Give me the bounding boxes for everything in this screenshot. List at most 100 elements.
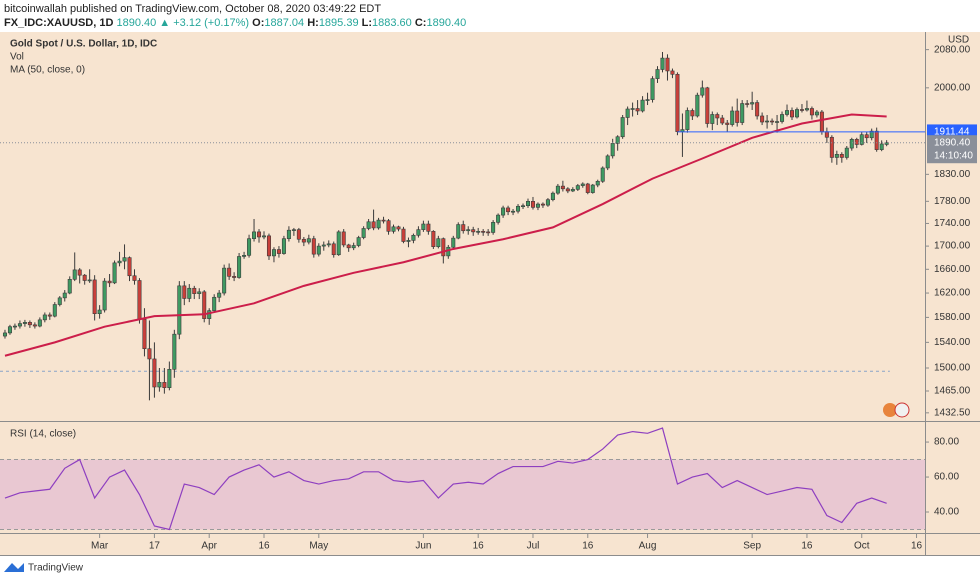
price: 1890.40	[116, 17, 157, 29]
candle-body	[122, 257, 127, 262]
candle-body	[316, 245, 321, 255]
y-tick-label: 1830.00	[934, 169, 971, 180]
candle-body	[680, 129, 685, 132]
candle-body	[590, 184, 595, 193]
candle-body	[775, 121, 780, 123]
candle-body	[32, 324, 37, 327]
x-tick-label: 16	[582, 541, 594, 552]
candle-body	[426, 223, 431, 232]
x-tick-label: 16	[258, 541, 270, 552]
y-tick-label: 2080.00	[934, 44, 971, 55]
candle-body	[765, 120, 770, 123]
candle-body	[271, 249, 276, 257]
candle-body	[232, 276, 237, 278]
candle-body	[376, 219, 381, 229]
candle-body	[296, 229, 301, 240]
candle-body	[750, 102, 755, 105]
quote-value: 1887.04	[264, 17, 305, 29]
candle-body	[386, 220, 391, 232]
candle-body	[2, 332, 7, 337]
chart-title: Gold Spot / U.S. Dollar, 1D, IDC	[10, 39, 157, 50]
candle-body	[610, 143, 615, 157]
y-tick-label: 1660.00	[934, 264, 971, 275]
candle-body	[884, 142, 889, 145]
candle-body	[242, 255, 247, 257]
candle-body	[535, 203, 540, 208]
candle-body	[700, 87, 705, 96]
x-tick-label: Apr	[201, 541, 217, 552]
candle-body	[471, 229, 476, 233]
candle-body	[431, 231, 436, 247]
change: ▲ +3.12 (+0.17%)	[159, 17, 250, 29]
candle-body	[336, 231, 341, 256]
candle-body	[481, 231, 486, 233]
candle-body	[735, 110, 740, 123]
candle-body	[874, 130, 879, 150]
quote-value: 1890.40	[426, 17, 467, 29]
candle-body	[341, 231, 346, 246]
candle-body	[710, 114, 715, 124]
candle-body	[396, 226, 401, 230]
y-tick-label: 1540.00	[934, 337, 971, 348]
candle-body	[740, 103, 745, 123]
y-tick-label: 1500.00	[934, 363, 971, 374]
candle-body	[799, 109, 804, 111]
candle-body	[526, 201, 531, 207]
candle-body	[152, 358, 157, 388]
y-tick-label: 1700.00	[934, 241, 971, 252]
candle-body	[92, 279, 97, 315]
candle-body	[142, 318, 147, 350]
candle-body	[780, 114, 785, 122]
candle-body	[511, 210, 516, 213]
candle-body	[630, 108, 635, 110]
candle-body	[824, 131, 829, 138]
candle-body	[585, 183, 590, 193]
candle-body	[675, 73, 680, 132]
candle-body	[790, 110, 795, 118]
candle-body	[690, 110, 695, 117]
candle-body	[107, 280, 112, 284]
candle-body	[406, 240, 411, 242]
candle-body	[665, 57, 670, 72]
candle-body	[197, 291, 202, 294]
y-tick-label: 2000.00	[934, 82, 971, 93]
candle-body	[421, 223, 426, 230]
candle-body	[326, 243, 331, 246]
series-line	[4, 113, 887, 357]
icon-dot	[883, 403, 897, 417]
candle-body	[237, 256, 242, 278]
candle-body	[770, 120, 775, 123]
symbol: FX_IDC:XAUUSD, 1D	[4, 17, 114, 29]
candle-body	[187, 287, 192, 299]
candle-body	[595, 180, 600, 186]
candle-body	[640, 99, 645, 112]
candle-body	[879, 143, 884, 150]
brand: TradingView	[28, 563, 84, 574]
candle-body	[291, 229, 296, 231]
candle-body	[247, 238, 252, 256]
candle-body	[192, 287, 197, 294]
candle-body	[605, 155, 610, 169]
candle-body	[575, 185, 580, 190]
candle-body	[620, 117, 625, 138]
candle-body	[809, 108, 814, 116]
candle-body	[570, 189, 575, 192]
last-price-box	[927, 135, 977, 164]
candle-body	[660, 57, 665, 70]
candle-body	[854, 139, 859, 145]
rsi-title: RSI (14, close)	[10, 429, 76, 440]
flag-icon	[883, 402, 910, 418]
y-unit: USD	[948, 35, 969, 46]
candle-body	[7, 326, 12, 334]
candle-body	[157, 382, 162, 388]
candle-body	[42, 314, 47, 321]
candle-body	[311, 238, 316, 255]
candle-body	[266, 235, 271, 257]
candle-body	[301, 238, 306, 243]
candle-body	[222, 267, 227, 294]
candle-body	[839, 154, 844, 158]
candle-body	[132, 275, 137, 281]
candle-body	[501, 207, 506, 216]
rsi-band	[0, 459, 925, 530]
